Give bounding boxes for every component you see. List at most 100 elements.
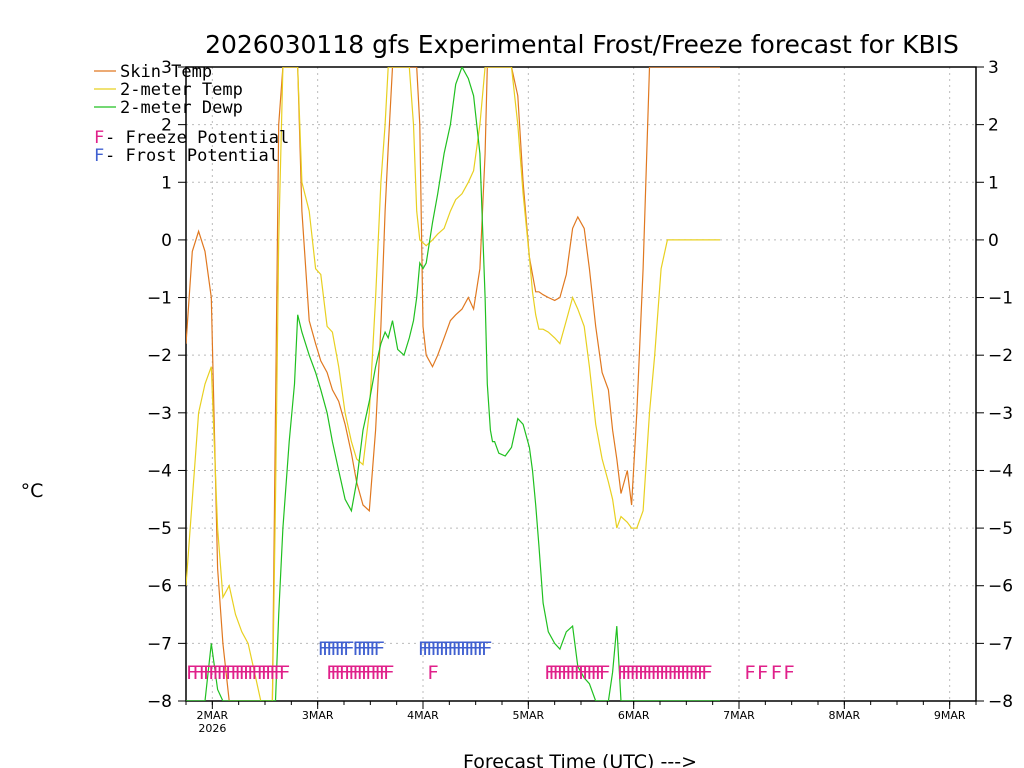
frost-flag: F	[330, 638, 341, 660]
freeze-flag: F	[265, 662, 276, 684]
freeze-flag: F	[574, 662, 585, 684]
freeze-flag: F	[569, 662, 580, 684]
freeze-flag: F	[771, 662, 782, 684]
freeze-flag: F	[544, 662, 555, 684]
freeze-flag: F	[625, 662, 636, 684]
freeze-flag: F	[557, 662, 568, 684]
frost-flag: F	[418, 638, 429, 660]
freeze-flag: F	[273, 662, 284, 684]
legend-flag-letter: F	[94, 146, 104, 166]
y-tick-label-right: −2	[988, 346, 1013, 366]
frost-flag: F	[326, 638, 337, 660]
y-tick-label-left: −7	[147, 634, 172, 654]
freeze-flag: F	[335, 662, 346, 684]
freeze-flag: F	[617, 662, 628, 684]
x-tick-sublabel: 2026	[198, 722, 226, 735]
frost-flag: F	[464, 638, 475, 660]
y-axis-label: °C	[21, 480, 44, 502]
x-tick-label: 2MAR	[196, 709, 228, 722]
freeze-flag: F	[344, 662, 355, 684]
freeze-flag: F	[599, 662, 610, 684]
x-tick-label: 8MAR	[828, 709, 860, 722]
legend-label: Skin Temp	[120, 62, 212, 82]
y-tick-label-right: 2	[988, 116, 999, 136]
series-line-skin-temp	[186, 67, 720, 701]
legend-flag-label: - Frost Potential	[105, 146, 279, 166]
x-tick-label: 7MAR	[723, 709, 755, 722]
frost-flag: F	[352, 638, 363, 660]
legend-flag-letter: F	[94, 128, 104, 148]
frost-flag: F	[343, 638, 354, 660]
x-tick-label: 9MAR	[934, 709, 966, 722]
freeze-flag: F	[684, 662, 695, 684]
x-tick-label: 6MAR	[618, 709, 650, 722]
freeze-flag: F	[646, 662, 657, 684]
freeze-flag: F	[688, 662, 699, 684]
x-tick-label: 4MAR	[407, 709, 439, 722]
frost-flag: F	[422, 638, 433, 660]
frost-flag: F	[335, 638, 346, 660]
freeze-flag: F	[565, 662, 576, 684]
freeze-flag: F	[199, 662, 210, 684]
freeze-flag: F	[251, 662, 262, 684]
freeze-flag: F	[659, 662, 670, 684]
freeze-flag: F	[361, 662, 372, 684]
frost-flag: F	[443, 638, 454, 660]
freeze-flag: F	[330, 662, 341, 684]
y-tick-label-right: −8	[988, 692, 1013, 712]
chart-title: 2026030118 gfs Experimental Frost/Freeze…	[205, 30, 959, 59]
freeze-flag: F	[655, 662, 666, 684]
freeze-flag: F	[225, 662, 236, 684]
frost-flag: F	[369, 638, 380, 660]
freeze-flag: F	[261, 662, 272, 684]
freeze-flag: F	[586, 662, 597, 684]
frost-flag: F	[373, 638, 384, 660]
y-tick-label-left: 0	[161, 231, 172, 251]
freeze-flag: F	[561, 662, 572, 684]
freeze-flag: F	[638, 662, 649, 684]
x-tick-label: 3MAR	[302, 709, 334, 722]
freeze-flag: F	[208, 662, 219, 684]
frost-flag: F	[468, 638, 479, 660]
frost-flag: F	[473, 638, 484, 660]
freeze-flag: F	[234, 662, 245, 684]
x-tick-label: 5MAR	[512, 709, 544, 722]
freeze-flag: F	[663, 662, 674, 684]
legend-label: 2-meter Dewp	[120, 98, 243, 118]
y-tick-label-right: 3	[988, 58, 999, 78]
series-group	[186, 67, 720, 701]
frost-flag: F	[318, 638, 329, 660]
freeze-flag: F	[375, 662, 386, 684]
freeze-flag: F	[757, 662, 768, 684]
freeze-flag: F	[257, 662, 268, 684]
freeze-flag: F	[186, 662, 197, 684]
freeze-flag: F	[578, 662, 589, 684]
freeze-flag: F	[693, 662, 704, 684]
freeze-flag: F	[667, 662, 678, 684]
freeze-flag: F	[365, 662, 376, 684]
freeze-flag: F	[590, 662, 601, 684]
freeze-flag: F	[203, 662, 214, 684]
freeze-flag: F	[651, 662, 662, 684]
frost-flag: F	[365, 638, 376, 660]
freeze-flag: F	[595, 662, 606, 684]
freeze-flag: F	[348, 662, 359, 684]
y-tick-label-left: −1	[147, 289, 172, 309]
frost-flag: F	[435, 638, 446, 660]
frost-flag: F	[439, 638, 450, 660]
y-tick-label-left: 2	[161, 116, 172, 136]
frost-flag: F	[361, 638, 372, 660]
legend-flag-label: - Freeze Potential	[105, 128, 289, 148]
freeze-flag: F	[339, 662, 350, 684]
freeze-flag: F	[357, 662, 368, 684]
series-line-2-meter-dewp	[186, 67, 720, 701]
freeze-flag: F	[326, 662, 337, 684]
freeze-flag: F	[427, 662, 438, 684]
freeze-flag: F	[672, 662, 683, 684]
freeze-flag: F	[701, 662, 712, 684]
y-tick-label-left: −3	[147, 404, 172, 424]
